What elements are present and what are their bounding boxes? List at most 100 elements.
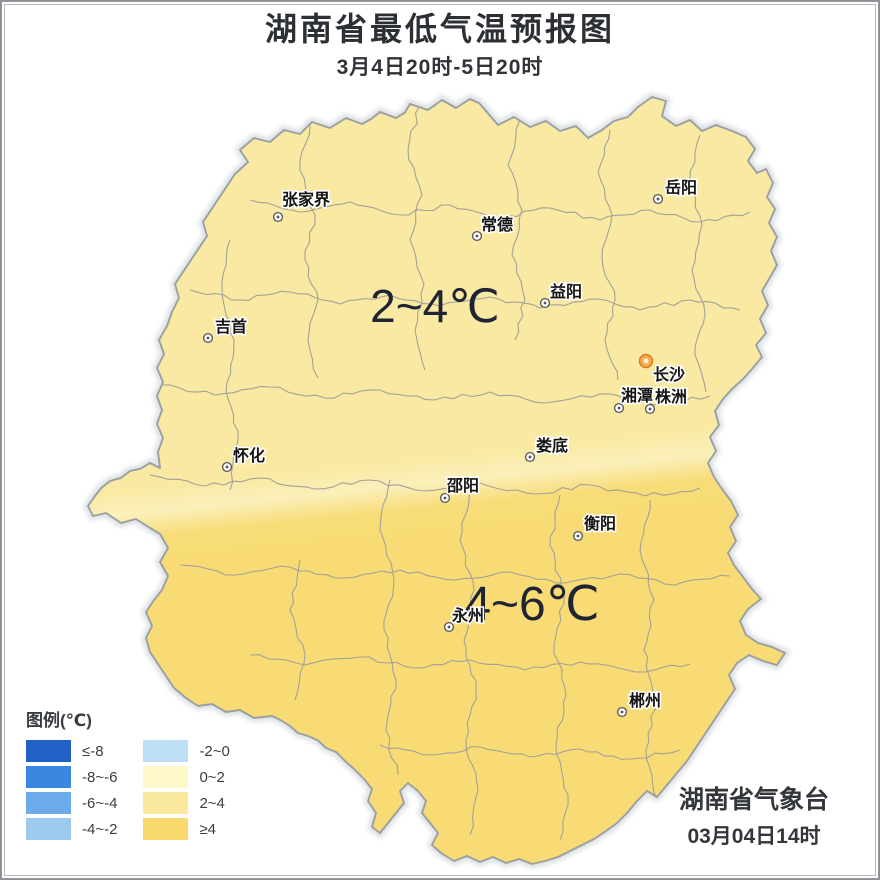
city-marker-dot bbox=[648, 407, 652, 411]
legend-range-label: ≥4 bbox=[199, 820, 217, 838]
city-huaihua: 怀化 bbox=[221, 445, 267, 473]
city-label: 吉首 bbox=[215, 317, 247, 336]
city-shaoyang: 邵阳 bbox=[439, 476, 481, 504]
legend-item: -8~-6 bbox=[26, 766, 117, 788]
city-zhuzhou: 株洲 bbox=[644, 386, 689, 415]
legend-item: 0~2 bbox=[143, 766, 229, 788]
city-label: 常德 bbox=[481, 215, 513, 234]
legend-item: ≥4 bbox=[143, 818, 229, 840]
legend-swatch bbox=[143, 792, 189, 814]
legend-item: -4~-2 bbox=[26, 818, 117, 840]
city-marker-dot bbox=[276, 215, 280, 219]
city-label: 株洲 bbox=[655, 387, 687, 406]
capital-city-marker-core bbox=[643, 358, 649, 364]
legend-swatch bbox=[26, 766, 71, 788]
city-label: 郴州 bbox=[629, 691, 661, 710]
city-jishou: 吉首 bbox=[202, 316, 249, 344]
legend-item: -6~-4 bbox=[26, 792, 117, 814]
legend-title: 图例(℃) bbox=[26, 711, 92, 730]
city-label: 衡阳 bbox=[584, 514, 616, 533]
county-boundary-line bbox=[149, 474, 701, 497]
county-boundary-line bbox=[289, 559, 306, 701]
city-marker-dot bbox=[225, 465, 229, 469]
county-boundaries bbox=[149, 104, 751, 841]
county-boundary-line bbox=[407, 104, 426, 371]
page-title: 湖南省最低气温预报图 bbox=[264, 11, 615, 47]
legend-item: -2~0 bbox=[143, 740, 230, 762]
city-label: 永州 bbox=[451, 606, 484, 625]
county-boundary-line bbox=[379, 744, 681, 760]
city-label: 邵阳 bbox=[446, 477, 479, 495]
county-boundary-line bbox=[189, 289, 741, 311]
city-changde: 常德 bbox=[471, 214, 515, 242]
city-label: 长沙 bbox=[653, 365, 685, 384]
city-marker-dot bbox=[617, 406, 621, 410]
city-xiangtan: 湘潭 bbox=[613, 385, 655, 414]
city-marker-dot bbox=[475, 234, 479, 238]
city-marker-dot bbox=[543, 301, 547, 305]
city-marker-dot bbox=[656, 197, 660, 201]
zone-labels: 2~4℃ 4~6℃ bbox=[370, 280, 600, 631]
zone-label: 2~4℃ bbox=[370, 280, 500, 332]
city-marker-dot bbox=[443, 496, 447, 500]
county-boundary-line bbox=[221, 239, 239, 491]
county-boundary-line bbox=[459, 489, 479, 836]
legend-grid: ≤-8 -8~-6 -6~-4 -4~-2 -2~0 0~2 2~4 ≥4 bbox=[26, 740, 230, 840]
city-loudi: 娄底 bbox=[524, 435, 570, 463]
county-boundary-line bbox=[507, 119, 526, 341]
legend-range-label: -4~-2 bbox=[82, 820, 118, 838]
province-outline bbox=[87, 96, 786, 865]
legend-range-label: -2~0 bbox=[199, 742, 230, 760]
legend-item: ≤-8 bbox=[26, 740, 117, 762]
city-marker-dot bbox=[206, 336, 210, 340]
city-label: 娄底 bbox=[536, 436, 568, 455]
city-zhangjiajie: 张家界 bbox=[272, 189, 332, 223]
forecast-period: 3月4日20时-5日20时 bbox=[336, 56, 544, 80]
city-marker-dot bbox=[528, 455, 532, 459]
county-boundary-line bbox=[597, 129, 619, 381]
city-label: 张家界 bbox=[282, 190, 330, 209]
legend-range-label: -8~-6 bbox=[82, 768, 118, 786]
city-label: 岳阳 bbox=[665, 178, 697, 197]
city-hengyang: 衡阳 bbox=[572, 513, 618, 542]
city-chenzhou: 郴州 bbox=[616, 690, 663, 718]
legend-range-label: 0~2 bbox=[199, 768, 225, 786]
legend-range-label: -6~-4 bbox=[82, 794, 118, 812]
zone-label: 4~6℃ bbox=[464, 578, 599, 631]
city-label: 怀化 bbox=[233, 446, 265, 465]
city-marker-dot bbox=[576, 534, 580, 538]
county-boundary-line bbox=[159, 384, 711, 406]
county-boundary-line bbox=[639, 499, 659, 801]
legend-range-label: 2~4 bbox=[199, 794, 225, 812]
city-yongzhou: 永州 bbox=[443, 605, 486, 633]
legend-swatch bbox=[26, 740, 71, 762]
county-boundary-line bbox=[379, 479, 399, 776]
credit-block: 湖南省气象台 03月04日14时 bbox=[628, 785, 880, 850]
legend-range-label: ≤-8 bbox=[82, 742, 104, 760]
county-boundary-line bbox=[179, 564, 731, 586]
city-marker-dot bbox=[447, 625, 451, 629]
city-yiyang: 益阳 bbox=[539, 281, 584, 309]
city-label: 益阳 bbox=[550, 282, 582, 301]
city-changsha: 长沙 bbox=[638, 353, 687, 386]
county-boundary-line bbox=[299, 124, 319, 379]
legend-swatch bbox=[26, 792, 71, 814]
temperature-legend: 图例(℃) ≤-8 -8~-6 -6~-4 -4~-2 -2~0 0~2 2~4 ≥4 bbox=[26, 706, 230, 840]
city-marker-dot bbox=[620, 710, 624, 714]
city-label: 湘潭 bbox=[621, 386, 653, 405]
county-boundary-line bbox=[689, 134, 707, 393]
county-boundary-line bbox=[249, 199, 751, 223]
issue-time: 03月04日14时 bbox=[687, 825, 821, 848]
legend-swatch bbox=[143, 740, 189, 762]
legend-swatch bbox=[26, 818, 71, 840]
legend-swatch bbox=[143, 818, 189, 840]
county-boundary-line bbox=[549, 494, 569, 841]
city-yueyang: 岳阳 bbox=[652, 177, 699, 205]
legend-swatch bbox=[143, 766, 189, 788]
issuing-agency: 湖南省气象台 bbox=[678, 786, 829, 814]
title-block: 湖南省最低气温预报图 3月4日20时-5日20时 bbox=[0, 11, 880, 81]
county-boundary-line bbox=[249, 654, 691, 673]
legend-item: 2~4 bbox=[143, 792, 229, 814]
